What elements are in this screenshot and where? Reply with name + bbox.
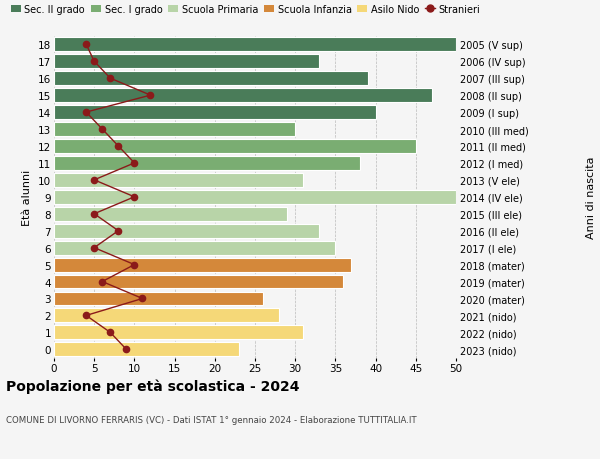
Bar xyxy=(54,55,319,69)
Bar xyxy=(54,190,456,204)
Bar xyxy=(54,292,263,306)
Bar xyxy=(54,342,239,357)
Bar xyxy=(54,140,416,154)
Bar xyxy=(54,174,303,187)
Bar xyxy=(54,89,432,103)
Y-axis label: Età alunni: Età alunni xyxy=(22,169,32,225)
Bar xyxy=(54,275,343,289)
Text: Popolazione per età scolastica - 2024: Popolazione per età scolastica - 2024 xyxy=(6,379,299,393)
Bar xyxy=(54,38,456,52)
Bar xyxy=(54,241,335,255)
Bar xyxy=(54,72,368,86)
Text: COMUNE DI LIVORNO FERRARIS (VC) - Dati ISTAT 1° gennaio 2024 - Elaborazione TUTT: COMUNE DI LIVORNO FERRARIS (VC) - Dati I… xyxy=(6,415,416,425)
Bar xyxy=(54,207,287,221)
Bar xyxy=(54,309,279,323)
Text: Anni di nascita: Anni di nascita xyxy=(586,156,596,239)
Bar xyxy=(54,106,376,120)
Bar xyxy=(54,258,352,272)
Bar xyxy=(54,326,303,340)
Bar xyxy=(54,123,295,137)
Bar xyxy=(54,157,359,170)
Bar xyxy=(54,224,319,238)
Legend: Sec. II grado, Sec. I grado, Scuola Primaria, Scuola Infanzia, Asilo Nido, Stran: Sec. II grado, Sec. I grado, Scuola Prim… xyxy=(11,5,481,15)
